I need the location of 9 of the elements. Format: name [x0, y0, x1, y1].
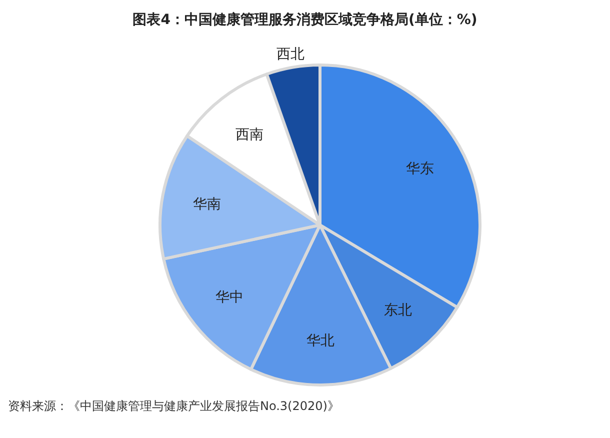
chart-title: 图表4：中国健康管理服务消费区域竞争格局(单位：%) — [132, 11, 478, 28]
slice-label: 华中 — [216, 289, 244, 306]
slice-label: 华东 — [406, 161, 434, 178]
slice-label: 东北 — [384, 302, 412, 319]
slice-label: 西北 — [276, 46, 305, 62]
slice-label: 华南 — [192, 196, 221, 212]
text: 资料来源：《中国健康管理与健康产业发展报告No.3(2020)》 — [8, 399, 340, 413]
slice-label: 华北 — [306, 333, 335, 350]
slice-label: 西南 — [235, 126, 264, 143]
